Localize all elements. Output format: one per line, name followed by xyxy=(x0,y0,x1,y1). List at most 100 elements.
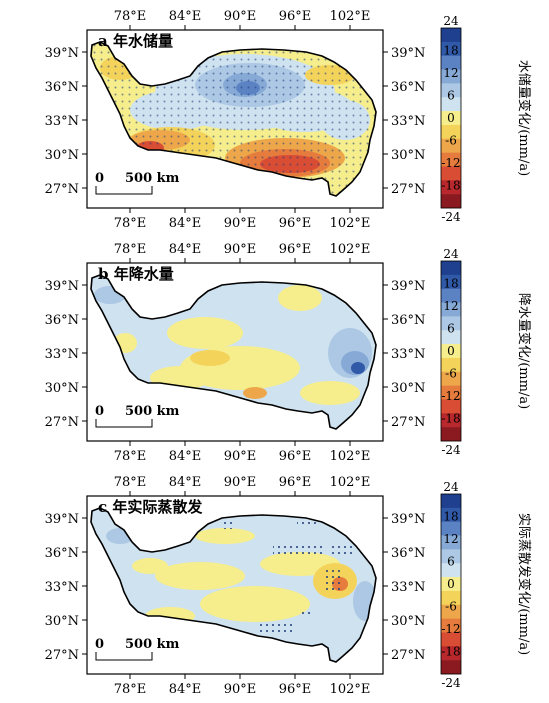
colorbar-swatch xyxy=(441,166,461,181)
colorbar-tick-label: -18 xyxy=(441,179,460,193)
tick-label: 27°N xyxy=(45,648,79,663)
tick-label: 27°N xyxy=(391,182,425,197)
tick-label: 33°N xyxy=(45,347,79,362)
colorbar-tick-label: 24 xyxy=(443,247,459,261)
colorbar-tick-label: -18 xyxy=(441,645,460,659)
tick-label: 78°E xyxy=(114,9,147,24)
svg-text:0: 0 xyxy=(95,171,104,186)
tick-label: 27°N xyxy=(45,182,79,197)
tick-label: 102°E xyxy=(330,242,371,257)
colorbar-swatch xyxy=(441,427,461,442)
tick-label: 33°N xyxy=(391,347,425,362)
tick-label: 30°N xyxy=(391,614,425,629)
colorbar-tick-label: -6 xyxy=(445,367,457,381)
tick-label: 90°E xyxy=(224,242,257,257)
tick-label: 102°E xyxy=(330,9,371,24)
tick-label: 30°N xyxy=(45,614,79,629)
colorbar-swatch xyxy=(441,330,461,345)
tick-label: 36°N xyxy=(45,546,79,561)
tick-label: 36°N xyxy=(45,80,79,95)
colorbar-swatch xyxy=(441,632,461,647)
top-longitude-ticks: 78°E 84°E 90°E 96°E 102°E xyxy=(114,9,371,30)
colorbar-swatch xyxy=(441,371,461,386)
tick-label: 90°E xyxy=(224,475,257,490)
colorbar-tick-label: 0 xyxy=(447,344,455,358)
colorbar-title: 降水量变化/(mm/a) xyxy=(516,293,532,409)
tick-label: 78°E xyxy=(114,449,147,464)
tick-label: 33°N xyxy=(391,580,425,595)
colorbar-swatch xyxy=(441,124,461,140)
top-longitude-ticks: 78°E 84°E 90°E 96°E 102°E xyxy=(114,475,371,496)
tick-label: 39°N xyxy=(45,46,79,61)
tick-label: 84°E xyxy=(169,242,202,257)
colorbar-swatch xyxy=(441,111,461,126)
map-panel-b: 78°E 84°E 90°E 96°E 102°E 39°N 39°N 36°N 36°N 33… xyxy=(0,233,549,466)
colorbar-swatch xyxy=(441,344,461,359)
colorbar-swatch xyxy=(441,274,461,289)
colorbar-swatch xyxy=(441,180,461,195)
bottom-longitude-ticks: 78°E 84°E 90°E 96°E 102°E xyxy=(114,674,370,697)
tick-label: 84°E xyxy=(169,682,202,697)
tick-label: 33°N xyxy=(391,114,425,129)
colorbar-swatch xyxy=(441,590,461,606)
tick-label: 78°E xyxy=(114,216,147,231)
colorbar-tick-label: 18 xyxy=(443,44,458,58)
svg-text:0: 0 xyxy=(95,404,104,419)
colorbar-swatch xyxy=(441,55,461,70)
top-longitude-ticks: 78°E 84°E 90°E 96°E 102°E xyxy=(114,242,371,263)
colorbar-tick-label: 12 xyxy=(443,532,458,546)
tick-label: 102°E xyxy=(330,475,371,490)
plateau-boundary xyxy=(90,507,377,663)
colorbar-tick-label: 6 xyxy=(447,555,455,569)
tick-label: 90°E xyxy=(224,9,257,24)
tick-label: 102°E xyxy=(330,449,371,464)
tick-label: 84°E xyxy=(169,216,202,231)
tick-label: 39°N xyxy=(45,512,79,527)
colorbar-tick-label: -6 xyxy=(445,134,457,148)
colorbar-swatch xyxy=(441,507,461,522)
colorbar-swatch xyxy=(441,138,461,153)
colorbar-tick-label: 0 xyxy=(447,111,455,125)
latitude-ticks: 39°N 39°N 36°N 36°N 33°N 33°N 30°N 30°N 27°N 27°N xyxy=(45,279,426,430)
colorbar-swatch xyxy=(441,152,461,167)
bottom-longitude-ticks: 78°E 84°E 90°E 96°E 102°E xyxy=(114,441,371,464)
colorbar-swatch xyxy=(441,288,461,303)
tick-label: 36°N xyxy=(391,313,425,328)
tick-label: 90°E xyxy=(224,682,257,697)
colorbar-swatch xyxy=(441,399,461,414)
tick-label: 30°N xyxy=(45,381,79,396)
colorbar-tick-label: 6 xyxy=(447,322,455,336)
tick-label: 33°N xyxy=(45,114,79,129)
colorbar-swatch xyxy=(441,660,461,675)
colorbar-tick-label: -24 xyxy=(441,676,461,690)
colorbar-swatch xyxy=(441,83,461,98)
tick-label: 78°E xyxy=(114,682,147,697)
colorbar-swatch xyxy=(441,618,461,633)
plateau-boundary xyxy=(90,274,377,430)
colorbar-tick-label: -24 xyxy=(441,210,461,224)
colorbar-swatch xyxy=(441,28,461,43)
tick-label: 96°E xyxy=(279,449,312,464)
colorbar-tick-label: 6 xyxy=(447,89,455,103)
tick-label: 30°N xyxy=(391,148,425,163)
colorbar-tick-label: 24 xyxy=(443,480,459,494)
panel-label: b 年降水量 xyxy=(98,265,174,283)
svg-text:500 km: 500 km xyxy=(125,637,180,652)
tick-label: 30°N xyxy=(391,381,425,396)
colorbar-swatch xyxy=(441,194,461,209)
colorbar-tick-label: -12 xyxy=(441,622,460,636)
svg-text:500 km: 500 km xyxy=(125,171,180,186)
tick-label: 90°E xyxy=(224,449,257,464)
tick-label: 84°E xyxy=(169,449,202,464)
tick-label: 39°N xyxy=(391,512,425,527)
colorbar-tick-label: 0 xyxy=(447,577,455,591)
latitude-ticks: 39°N 39°N 36°N 36°N 33°N 33°N 30°N 30°N 27°N 27°N xyxy=(45,46,426,197)
colorbar-tick-label: -18 xyxy=(441,412,460,426)
scale-bar: 0 500 km xyxy=(95,171,180,195)
tick-label: 84°E xyxy=(169,475,202,490)
colorbar-tick-label: -12 xyxy=(441,389,460,403)
plateau-boundary xyxy=(90,41,377,197)
panel-label: c 年实际蒸散发 xyxy=(98,498,203,516)
bottom-longitude-ticks: 78°E 84°E 90°E 96°E 102°E xyxy=(114,208,370,231)
map-panel-a: 78°E 84°E 90°E 96°E 102°E 39°N 39°N 36°N 36°N 33… xyxy=(0,0,549,233)
